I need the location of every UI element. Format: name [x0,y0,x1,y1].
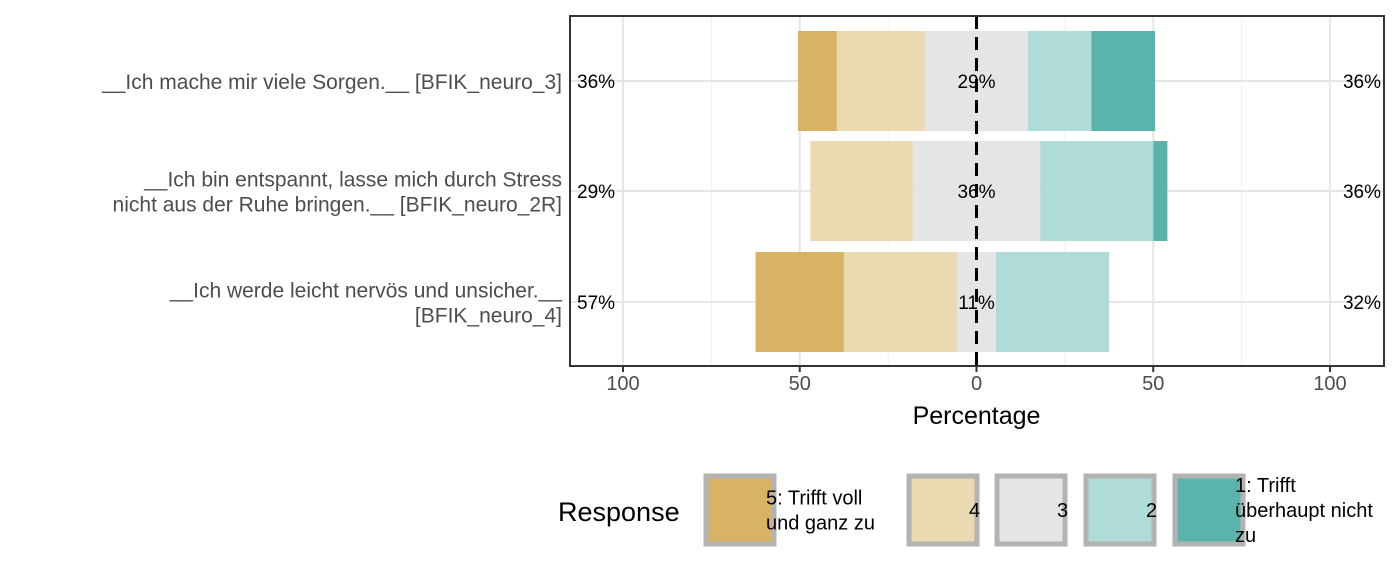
percentage-labels: 36% 29% 36% 29% 36% 36% 57% 11% 32% [577,72,1381,314]
item-label: __Ich bin entspannt, lasse mich durch St… [113,169,562,217]
left-percentage-label: 29% [577,182,615,203]
legend-label: 4 [969,500,980,522]
legend-label: 3 [1057,500,1068,522]
bar-segment [836,31,926,131]
x-tick-label: 50 [789,373,811,395]
right-percentage-label: 32% [1343,293,1381,314]
left-percentage-label: 36% [577,72,615,93]
legend: Response 5: Trifft voll und ganz zu 4 3 2 1: … [558,473,1373,547]
x-axis-title: Percentage [913,402,1041,430]
item-label: __Ich werde leicht nervös und unsicher._… [169,280,563,328]
x-tick-label: 100 [606,373,639,395]
x-tick-label: 0 [971,373,982,395]
legend-swatch [703,473,777,547]
bar-segment [843,252,958,352]
item-labels: __Ich mache mir viele Sorgen.__ [BFIK_ne… [101,71,562,328]
legend-label: 1: Trifft überhaupt nicht zu [1235,475,1373,547]
bar-segment [797,31,837,131]
center-percentage-label: 29% [957,72,995,93]
legend-label: 2 [1146,500,1157,522]
bar-segment [1091,31,1156,131]
bar-segment [810,141,913,241]
x-tick-label: 50 [1142,373,1164,395]
bar-segment [1153,141,1168,241]
legend-title: Response [558,497,680,527]
center-percentage-label: 11% [958,293,995,314]
x-axis-ticks: 100 50 0 50 100 [606,366,1347,395]
legend-swatch [994,473,1068,547]
bar-segment [1027,31,1092,131]
legend-swatch [1083,473,1157,547]
bar-segment [995,252,1110,352]
x-tick-label: 100 [1313,373,1346,395]
center-percentage-label: 36% [957,182,995,203]
bar-segment [755,252,844,352]
legend-swatch [906,473,980,547]
legend-swatch [1172,473,1246,547]
left-percentage-label: 57% [577,293,615,314]
legend-label: 5: Trifft voll und ganz zu [766,488,875,535]
bar-segment [1040,141,1154,241]
item-label: __Ich mache mir viele Sorgen.__ [BFIK_ne… [101,71,562,94]
right-percentage-label: 36% [1343,72,1381,93]
right-percentage-label: 36% [1343,182,1381,203]
